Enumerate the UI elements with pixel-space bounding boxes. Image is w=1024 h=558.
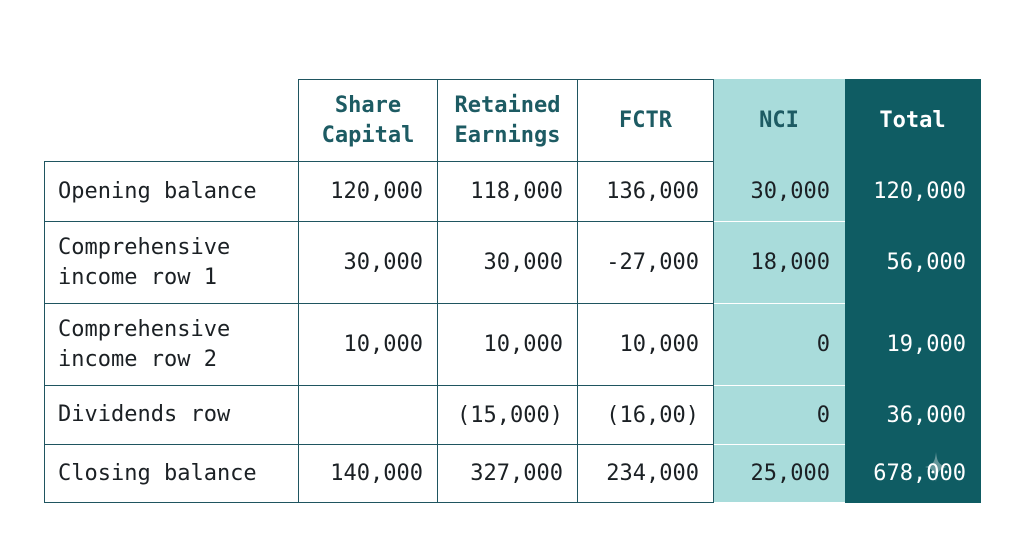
cell-retained-earnings: (15,000) [437, 385, 578, 445]
cell-retained-earnings: 30,000 [437, 221, 578, 304]
row-label-line: Comprehensive [58, 316, 231, 342]
row-label-line: Comprehensive [58, 234, 231, 260]
header-row: Share Capital Retained Earnings FCTR NCI… [44, 79, 981, 162]
cell-fctr: -27,000 [577, 221, 714, 304]
table-row: Opening balance 120,000 118,000 136,000 … [44, 161, 981, 222]
cell-total: 56,000 [844, 221, 981, 304]
cell-nci: 0 [713, 385, 845, 445]
row-label: Comprehensive income row 1 [44, 221, 299, 304]
header-retained-earnings-line-2: Earnings [454, 122, 561, 148]
table-row: Comprehensive income row 2 10,000 10,000… [44, 303, 981, 386]
header-retained-earnings: Retained Earnings [437, 79, 578, 162]
cell-nci: 0 [713, 303, 845, 386]
cell-nci: 18,000 [713, 221, 845, 304]
header-share-capital-line-1: Share [334, 92, 402, 118]
cell-retained-earnings: 327,000 [437, 444, 578, 503]
row-label-line: income row 2 [58, 346, 217, 372]
cell-total: 120,000 [844, 161, 981, 222]
equity-statement-table-container: Share Capital Retained Earnings FCTR NCI… [44, 79, 981, 503]
header-total: Total [844, 79, 981, 162]
cell-fctr: 10,000 [577, 303, 714, 386]
row-label-line: Opening balance [58, 178, 257, 204]
table-row: Dividends row (15,000) (16,00) 0 36,000 [44, 385, 981, 445]
header-retained-earnings-line-1: Retained [454, 92, 561, 118]
cell-share-capital: 120,000 [298, 161, 438, 222]
sparkle-icon [925, 452, 947, 482]
cell-nci: 30,000 [713, 161, 845, 222]
row-label-line: Closing balance [58, 460, 257, 486]
header-blank-cell [44, 79, 299, 162]
row-label-line: Dividends row [58, 402, 231, 427]
cell-total: 36,000 [844, 385, 981, 445]
header-fctr: FCTR [577, 79, 714, 162]
row-label-line: income row 1 [58, 264, 217, 290]
cell-fctr: 136,000 [577, 161, 714, 222]
header-nci: NCI [713, 79, 845, 162]
table-row: Closing balance 140,000 327,000 234,000 … [44, 444, 981, 503]
equity-statement-table: Share Capital Retained Earnings FCTR NCI… [44, 79, 981, 503]
cell-total: 678,000 [844, 444, 981, 503]
row-label: Opening balance [44, 161, 299, 222]
table-row: Comprehensive income row 1 30,000 30,000… [44, 221, 981, 304]
header-share-capital-line-2: Capital [321, 122, 415, 148]
header-share-capital: Share Capital [298, 79, 438, 162]
cell-share-capital: 140,000 [298, 444, 438, 503]
cell-total: 19,000 [844, 303, 981, 386]
cell-share-capital: 10,000 [298, 303, 438, 386]
cell-retained-earnings: 118,000 [437, 161, 578, 222]
cell-share-capital: 30,000 [298, 221, 438, 304]
cell-nci: 25,000 [713, 444, 845, 503]
row-label: Comprehensive income row 2 [44, 303, 299, 386]
cell-retained-earnings: 10,000 [437, 303, 578, 386]
cell-share-capital [298, 385, 438, 445]
row-label: Dividends row [44, 385, 299, 445]
cell-fctr: 234,000 [577, 444, 714, 503]
cell-fctr: (16,00) [577, 385, 714, 445]
row-label: Closing balance [44, 444, 299, 503]
